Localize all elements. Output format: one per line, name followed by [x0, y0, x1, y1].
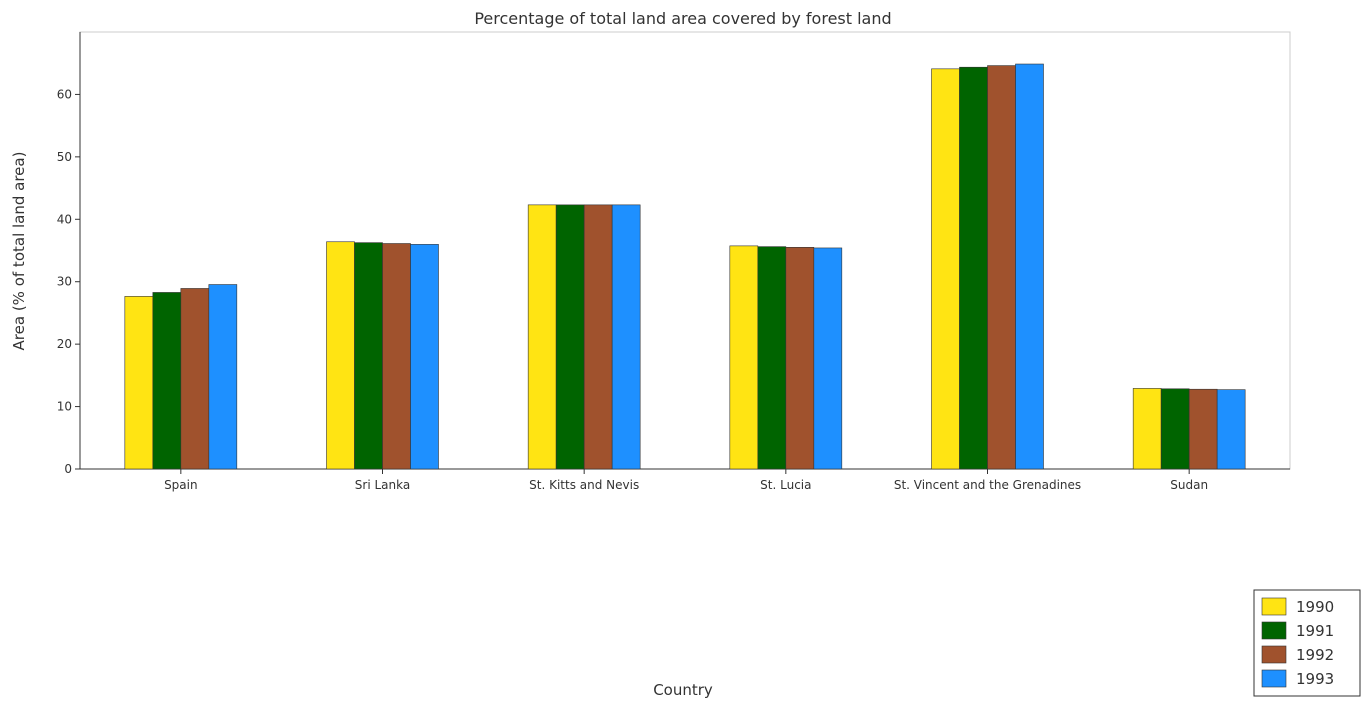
bar-1993-2: [611, 204, 641, 470]
bar-1993-0: [208, 284, 238, 470]
bar-1993-3: [813, 247, 843, 470]
plot-area: 0 10 20 30 40 50 60 Spain Sri Lanka St. Kitts and…: [57, 31, 1291, 492]
legend-label-1991: 1991: [1296, 622, 1334, 640]
x-tick-label: Spain: [164, 478, 198, 492]
legend: 1990 1991 1992 1993: [1253, 589, 1361, 697]
x-axis-label: Country: [653, 681, 713, 699]
x-tick-label: St. Vincent and the Grenadines: [894, 478, 1081, 492]
bar-1992-3: [785, 247, 815, 470]
legend-swatch-1992: [1261, 645, 1287, 664]
bar-1991-2: [555, 204, 585, 470]
bar-1992-1: [382, 243, 411, 470]
bar-1990-2: [527, 204, 557, 470]
y-tick-label: 10: [57, 400, 72, 414]
y-tick-label: 50: [57, 150, 72, 164]
x-tick-label: Sri Lanka: [355, 478, 410, 492]
y-axis-label: Area (% of total land area): [10, 152, 28, 351]
y-tick-label: 30: [57, 275, 72, 289]
y-tick-label: 20: [57, 337, 72, 351]
legend-label-1992: 1992: [1296, 646, 1334, 664]
bar-1990-4: [931, 68, 960, 470]
legend-label-1993: 1993: [1296, 670, 1334, 688]
bar-1992-5: [1188, 388, 1218, 470]
bar-1993-5: [1216, 389, 1246, 470]
bar-1991-5: [1160, 388, 1190, 470]
bar-1990-1: [326, 241, 355, 470]
bar-1993-1: [410, 244, 439, 470]
bar-1990-3: [729, 245, 759, 470]
bar-1991-3: [757, 246, 787, 470]
x-tick-label: Sudan: [1170, 478, 1208, 492]
bar-1991-1: [354, 242, 383, 470]
bar-1991-0: [152, 292, 182, 470]
y-tick-label: 0: [64, 462, 72, 476]
x-tick-label: St. Kitts and Nevis: [529, 478, 639, 492]
bar-1991-4: [959, 66, 988, 470]
y-tick-label: 60: [57, 87, 72, 101]
bar-1992-4: [987, 65, 1016, 470]
legend-swatch-1990: [1261, 597, 1287, 616]
legend-swatch-1991: [1261, 621, 1287, 640]
chart-title: Percentage of total land area covered by…: [474, 9, 891, 28]
bar-1992-2: [583, 204, 613, 470]
bar-1993-4: [1015, 63, 1044, 470]
x-tick-label: St. Lucia: [760, 478, 811, 492]
y-tick-label: 40: [57, 212, 72, 226]
bar-1990-0: [124, 296, 154, 470]
bar-1990-5: [1132, 388, 1162, 470]
plot-frame: [79, 31, 1291, 470]
legend-swatch-1993: [1261, 669, 1287, 688]
bar-1992-0: [180, 288, 210, 470]
legend-label-1990: 1990: [1296, 598, 1334, 616]
